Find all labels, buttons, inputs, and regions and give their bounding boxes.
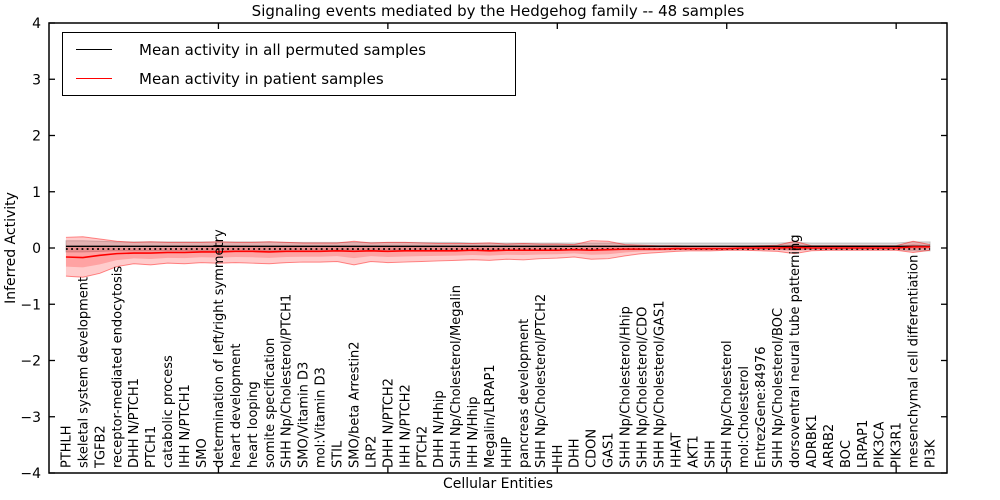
category-label: BOC <box>839 440 854 468</box>
category-label: IHH <box>551 445 566 468</box>
category-label: GAS1 <box>602 433 617 469</box>
category-label: LRPAP1 <box>856 420 871 468</box>
y-tick-label: 3 <box>32 72 41 88</box>
legend-entry-patient: Mean activity in patient samples <box>63 64 515 93</box>
legend-label-permuted: Mean activity in all permuted samples <box>139 40 426 59</box>
category-label: heart development <box>229 343 244 468</box>
category-label: PTHLH <box>59 425 74 468</box>
category-label: LRP2 <box>364 436 379 468</box>
category-label: SHH Np/Cholesterol/Megalin <box>449 285 464 468</box>
category-label: IHH N/Hhip <box>466 397 481 469</box>
category-label: pancreas development <box>517 319 532 468</box>
y-axis-label: Inferred Activity <box>3 192 19 304</box>
category-label: AKT1 <box>686 435 701 468</box>
category-label: somite specification <box>263 338 278 468</box>
legend-label-patient: Mean activity in patient samples <box>139 69 384 88</box>
patient-mean-line <box>65 246 931 259</box>
category-label: ADRBK1 <box>805 414 820 468</box>
category-label: Megalin/LRPAP1 <box>483 364 498 468</box>
category-label: mol:Cholesterol <box>737 366 752 468</box>
category-label: HHAT <box>669 433 684 468</box>
category-label: HHIP <box>500 437 515 468</box>
patient-band-inner <box>65 244 931 268</box>
category-label: SMO/Vitamin D3 <box>297 362 312 468</box>
category-label: PIK3R1 <box>890 422 905 468</box>
category-label: PTCH2 <box>415 426 430 468</box>
category-label: SHH Np/Cholesterol/GAS1 <box>652 300 667 468</box>
category-label: SHH Np/Cholesterol/PTCH1 <box>280 294 295 468</box>
category-label: receptor-mediated endocytosis <box>110 266 125 468</box>
category-label: mesenchymal cell differentiation <box>907 255 922 468</box>
category-label: EntrezGene:84976 <box>754 347 769 468</box>
category-label: IHH N/PTCH2 <box>398 384 413 468</box>
category-label: PTCH1 <box>144 426 159 468</box>
category-label: IHH N/PTCH1 <box>178 384 193 468</box>
category-label: SHH Np/Cholesterol/PTCH2 <box>534 294 549 468</box>
category-label: SHH Np/Cholesterol/BOC <box>771 308 786 468</box>
patient-band-upper-edge <box>65 236 931 247</box>
category-label: SHH Np/Cholesterol/CDO <box>636 307 651 468</box>
plot-frame <box>48 22 948 474</box>
chart-title: Signaling events mediated by the Hedgeho… <box>251 2 745 20</box>
category-label: DHH N/PTCH2 <box>381 378 396 468</box>
category-label: dorsoventral neural tube patterning <box>788 235 803 468</box>
category-label: PI3K <box>924 439 939 468</box>
y-tick-label: 4 <box>32 16 41 32</box>
category-label: SMO/beta Arrestin2 <box>347 341 362 468</box>
y-tick-label: −1 <box>20 297 41 313</box>
category-label: DHH N/PTCH1 <box>127 378 142 468</box>
category-label: DHH N/Hhip <box>432 390 447 468</box>
category-label: SHH Np/Cholesterol <box>720 340 735 468</box>
category-label: skeletal system development <box>76 277 91 468</box>
category-label: DHH <box>568 438 583 468</box>
y-tick-label: −2 <box>20 354 41 370</box>
category-label: CDON <box>585 429 600 468</box>
category-label: STIL <box>331 440 346 468</box>
permuted-line-swatch <box>76 49 112 50</box>
y-tick-label: −4 <box>20 466 41 482</box>
category-label: ARRB2 <box>822 424 837 468</box>
category-label: SHH <box>703 440 718 468</box>
category-label: PIK3CA <box>873 421 888 468</box>
category-label: determination of left/right symmetry <box>212 229 227 468</box>
category-label: mol:Vitamin D3 <box>314 367 329 468</box>
patient-line-swatch <box>76 78 112 79</box>
y-tick-label: 1 <box>32 185 41 201</box>
category-label: catabolic process <box>161 355 176 468</box>
category-label: TGFB2 <box>93 425 108 469</box>
category-label: SHH Np/Cholesterol/Hhip <box>619 306 634 468</box>
patient-band-lower-edge <box>65 249 931 278</box>
x-axis-label: Cellular Entities <box>442 476 554 492</box>
category-label: heart looping <box>246 381 261 468</box>
legend: Mean activity in all permuted samples Me… <box>62 32 516 96</box>
category-label: SMO <box>195 438 210 468</box>
y-tick-label: 0 <box>32 241 41 257</box>
y-tick-label: 2 <box>32 129 41 145</box>
y-tick-label: −3 <box>20 410 41 426</box>
legend-entry-permuted: Mean activity in all permuted samples <box>63 35 515 64</box>
